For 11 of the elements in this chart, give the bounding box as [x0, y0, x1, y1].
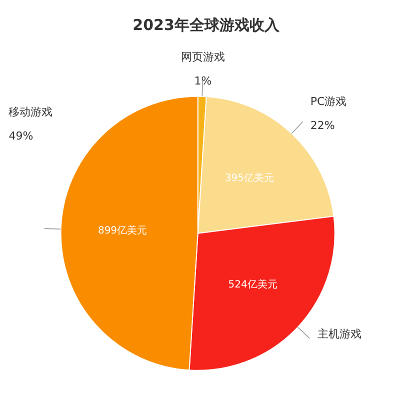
slice-label: 移动游戏	[8, 105, 53, 118]
slice-label: PC游戏	[310, 95, 347, 108]
slice-label: 主机游戏	[318, 327, 362, 340]
data-label: 1%	[194, 74, 212, 88]
text: 524亿美元	[228, 279, 278, 290]
chart-title: 2023年全球游戏收入	[132, 16, 280, 34]
data-label: 22%	[310, 119, 335, 132]
text: 395亿美元	[224, 172, 274, 184]
text: 899亿美元	[98, 226, 148, 237]
slice-label: 网页游戏	[181, 50, 225, 64]
data-label: 49%	[8, 129, 34, 142]
